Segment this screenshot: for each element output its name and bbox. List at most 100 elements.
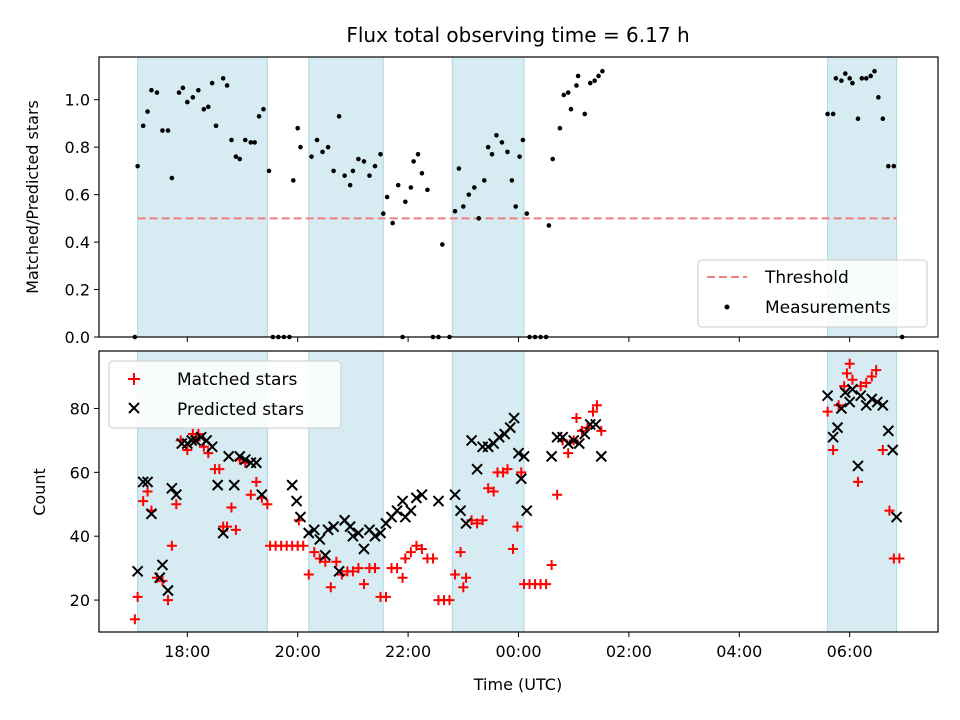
- measurement-point: [868, 73, 873, 79]
- measurement-point: [880, 116, 886, 121]
- predicted-star-point: [239, 453, 251, 466]
- matched-star-point: [411, 540, 422, 551]
- predicted-star-point: [877, 399, 889, 411]
- matched-star-point: [303, 569, 314, 580]
- measurement-point: [149, 87, 154, 93]
- measurement-point: [485, 144, 491, 150]
- measurement-point: [213, 123, 219, 129]
- matched-star-point: [852, 476, 863, 487]
- predicted-star-point: [137, 476, 149, 488]
- y-tick-label: 1.0: [65, 91, 90, 110]
- legend-matched-label: Matched stars: [177, 370, 297, 390]
- predicted-star-point: [131, 565, 144, 578]
- predicted-star-point: [154, 572, 166, 584]
- measurement-point: [176, 90, 182, 95]
- matched-star-point: [507, 543, 518, 554]
- measurement-point: [380, 211, 386, 216]
- matched-star-point: [477, 515, 488, 526]
- predicted-star-point: [195, 431, 207, 443]
- predicted-star-point: [369, 530, 381, 542]
- measurement-point: [180, 85, 186, 91]
- measurement-point: [568, 106, 574, 112]
- matched-star-point: [861, 377, 872, 388]
- measurement-point: [847, 76, 852, 81]
- matched-star-point: [129, 614, 140, 625]
- shaded-interval: [308, 56, 384, 338]
- predicted-star-point: [821, 389, 834, 402]
- matched-star-point: [293, 515, 304, 526]
- measurement-point: [855, 116, 861, 121]
- measurement-point: [425, 187, 430, 193]
- predicted-star-point: [344, 520, 356, 533]
- matched-star-point: [828, 444, 839, 455]
- measurement-point: [342, 173, 347, 178]
- top-y-ticks: 0.0 0.2 0.4 0.6 0.8 1.0: [65, 91, 99, 347]
- matched-star-point: [397, 572, 408, 583]
- measurement-point: [830, 111, 836, 117]
- predicted-star-point: [887, 444, 899, 456]
- predicted-star-point: [319, 549, 332, 562]
- measurement-point: [309, 154, 314, 159]
- top-x-ticks: [186, 337, 851, 342]
- measurement-point: [440, 242, 445, 247]
- measurement-point: [384, 194, 390, 200]
- predicted-star-point: [396, 495, 409, 507]
- predicted-star-point: [839, 386, 851, 399]
- matched-star-point: [877, 444, 888, 455]
- measurement-point: [403, 199, 408, 205]
- predicted-star-point: [162, 584, 174, 597]
- measurement-point: [886, 163, 891, 169]
- measurement-point: [550, 156, 556, 162]
- measurement-point: [600, 68, 605, 74]
- top-legend: Threshold Measurements: [697, 259, 928, 328]
- measurement-point: [557, 125, 563, 131]
- measurement-point: [411, 159, 416, 164]
- matched-star-point: [171, 499, 182, 510]
- matched-star-point: [416, 543, 427, 554]
- top-y-axis-label: Matched/Predicted stars: [23, 100, 42, 294]
- matched-star-point: [546, 559, 557, 570]
- measurement-point: [190, 95, 196, 100]
- measurement-point: [367, 173, 372, 178]
- x-tick-label: 04:00: [716, 642, 762, 661]
- y-tick-label: 0.4: [65, 233, 90, 252]
- matched-star-point: [427, 553, 438, 564]
- measurement-point: [331, 168, 336, 174]
- measurement-point: [266, 168, 272, 174]
- measurement-point: [220, 76, 226, 81]
- matched-star-point: [894, 553, 905, 564]
- predicted-star-point: [835, 402, 848, 415]
- matched-star-point: [450, 569, 461, 580]
- predicted-star-point: [234, 450, 246, 463]
- predicted-star-point: [333, 565, 345, 578]
- legend-measurements-swatch: [724, 304, 730, 310]
- measurement-point: [833, 76, 839, 81]
- matched-star-point: [596, 425, 607, 436]
- predicted-star-point: [852, 460, 864, 472]
- chart-title: Flux total observing time = 6.17 h: [346, 23, 689, 47]
- matched-star-point: [166, 540, 177, 551]
- measurement-point: [546, 223, 552, 228]
- predicted-star-point: [141, 476, 154, 488]
- matched-star-point: [358, 579, 369, 590]
- predicted-star-point: [286, 479, 298, 491]
- measurement-point: [561, 92, 567, 98]
- y-tick-label: 0.6: [65, 186, 90, 205]
- matched-star-point: [381, 591, 392, 602]
- measurement-point: [461, 204, 466, 209]
- matched-star-point: [138, 496, 149, 507]
- predicted-star-point: [322, 524, 334, 536]
- predicted-star-point: [866, 393, 878, 405]
- measurement-point: [140, 123, 146, 129]
- predicted-star-point: [217, 527, 229, 539]
- top-legend-box: [697, 259, 928, 328]
- y-tick-label: 60: [70, 463, 90, 482]
- predicted-star-point: [170, 488, 182, 501]
- measurement-point: [575, 73, 581, 79]
- matched-star-point: [588, 406, 599, 417]
- bottom-legend-box: [108, 360, 342, 429]
- matched-star-point: [320, 556, 331, 567]
- bottom-y-ticks: 20 40 60 80: [70, 399, 99, 610]
- measurement-point: [472, 185, 477, 190]
- matched-star-point: [502, 464, 513, 475]
